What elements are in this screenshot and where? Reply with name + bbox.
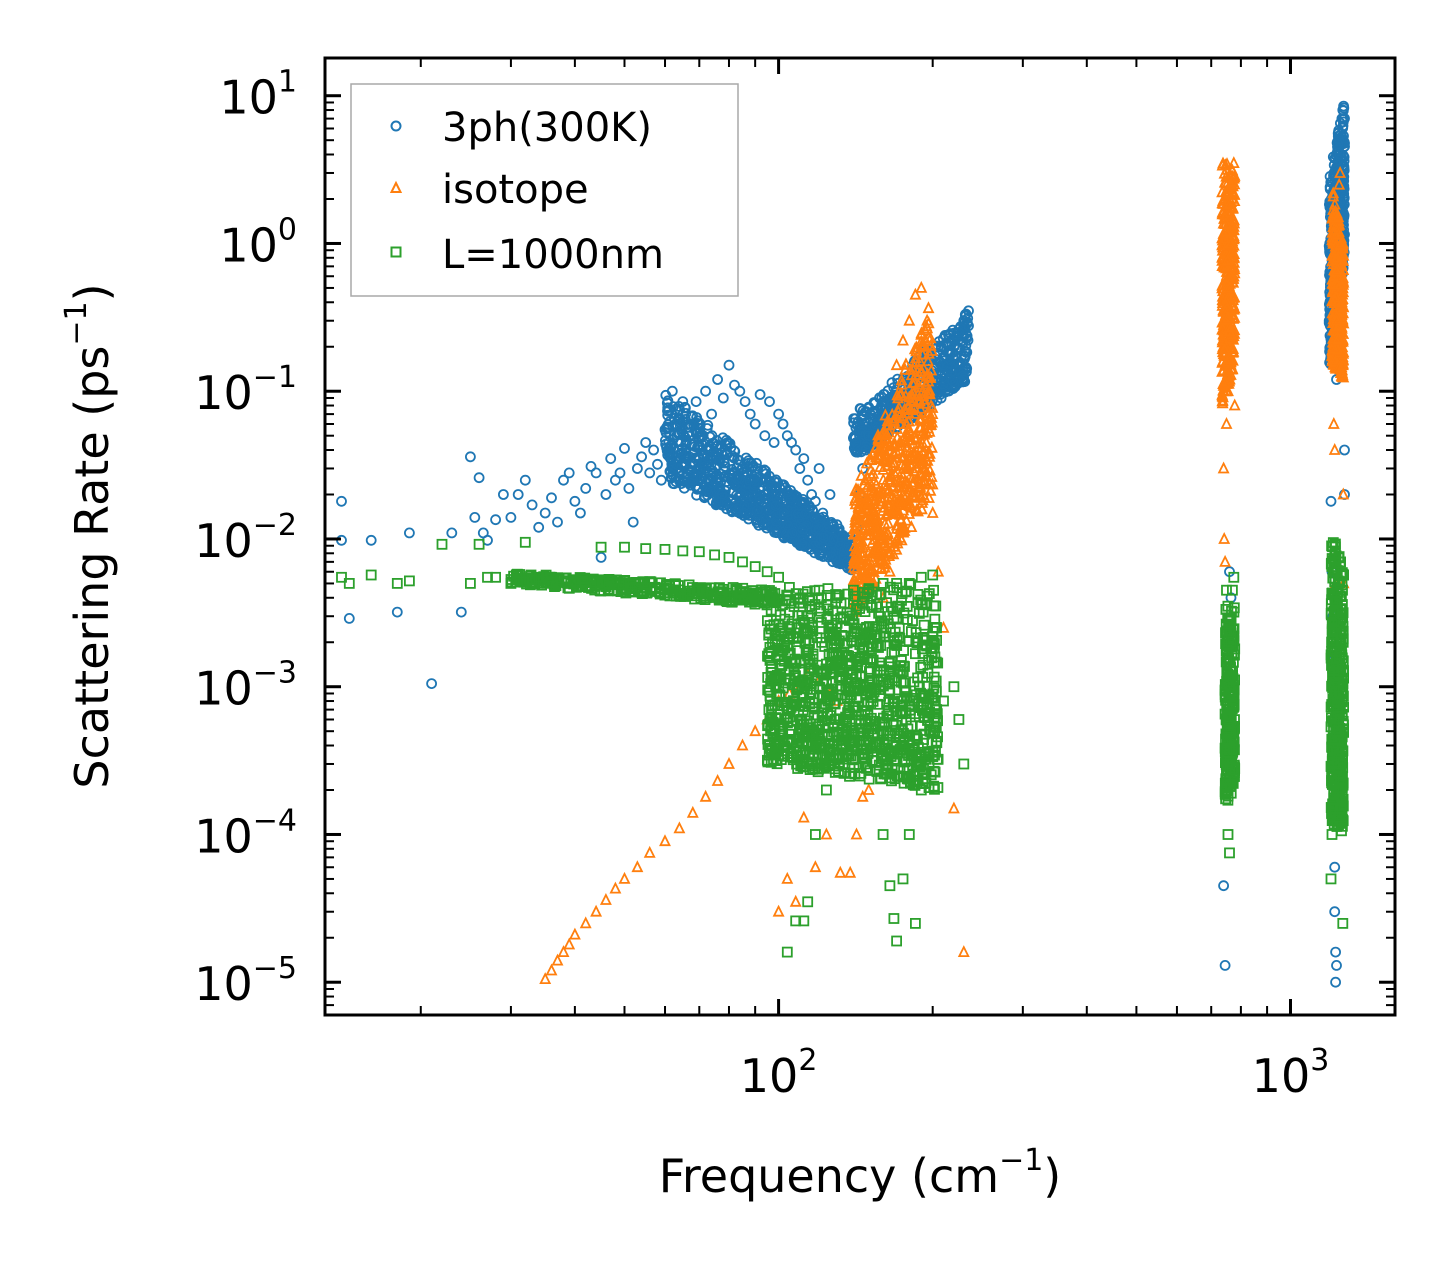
data-point-3ph	[797, 496, 809, 508]
data-point-3ph	[759, 489, 771, 501]
data-point-3ph	[795, 518, 807, 530]
data-point-3ph	[668, 478, 680, 490]
data-point-3ph	[691, 489, 702, 501]
data-point-3ph	[848, 430, 860, 442]
data-point-3ph	[684, 477, 696, 489]
data-point-3ph	[797, 523, 809, 535]
data-point-3ph	[717, 450, 729, 462]
data-point-3ph	[684, 460, 696, 472]
data-point-3ph	[662, 395, 674, 407]
data-point-3ph	[739, 500, 750, 512]
data-point-3ph	[733, 492, 745, 503]
data-point-3ph	[728, 452, 740, 464]
data-point-3ph	[791, 527, 803, 538]
data-point-3ph	[775, 489, 786, 501]
data-point-3ph	[743, 509, 755, 521]
data-point-3ph	[863, 401, 875, 413]
data-point-3ph	[803, 518, 814, 530]
data-point-3ph	[702, 451, 713, 463]
data-point-3ph	[716, 489, 728, 500]
data-point-3ph	[672, 428, 684, 439]
data-point-3ph	[809, 512, 820, 524]
data-point-3ph	[750, 469, 762, 481]
data-point-3ph	[958, 374, 969, 386]
data-point-3ph	[751, 514, 763, 525]
data-layer	[336, 100, 1350, 988]
data-point-3ph	[785, 492, 797, 504]
data-point-3ph	[937, 340, 949, 352]
data-point-3ph	[731, 473, 743, 485]
data-point-3ph	[764, 503, 775, 515]
data-point-3ph	[711, 440, 723, 452]
data-point-3ph	[696, 444, 708, 456]
data-point-3ph	[697, 439, 708, 451]
data-point-3ph	[746, 461, 758, 473]
data-point-3ph	[962, 334, 974, 346]
data-point-3ph	[719, 470, 730, 482]
data-point-3ph	[701, 483, 713, 495]
data-point-3ph	[761, 519, 773, 531]
data-point-3ph	[741, 461, 753, 473]
data-point-3ph	[850, 437, 862, 449]
data-point-3ph	[666, 462, 678, 474]
data-point-3ph	[947, 333, 958, 345]
data-point-3ph	[673, 416, 685, 428]
data-point-3ph	[782, 520, 794, 531]
data-point-3ph	[815, 549, 827, 561]
data-point-3ph	[786, 527, 798, 539]
data-point-3ph	[826, 551, 838, 563]
data-point-3ph	[679, 401, 691, 413]
data-point-3ph	[741, 490, 752, 502]
data-point-3ph	[722, 436, 734, 448]
data-point-3ph	[749, 479, 760, 491]
data-point-3ph	[674, 445, 685, 456]
data-point-3ph	[857, 405, 869, 417]
data-point-3ph	[799, 509, 811, 520]
data-point-3ph	[728, 445, 740, 457]
data-point-3ph	[718, 455, 730, 467]
data-point-3ph	[838, 546, 849, 557]
data-point-3ph	[796, 538, 808, 550]
data-point-3ph	[770, 516, 782, 527]
data-point-3ph	[797, 534, 808, 546]
data-point-3ph	[945, 373, 957, 385]
data-point-3ph	[856, 410, 868, 421]
data-point-3ph	[759, 464, 770, 476]
data-point-3ph	[713, 497, 724, 509]
data-point-3ph	[714, 455, 726, 467]
data-point-3ph	[765, 481, 777, 493]
data-point-3ph	[813, 523, 825, 535]
data-point-3ph	[689, 452, 701, 464]
data-point-3ph	[731, 506, 742, 518]
data-point-3ph	[667, 401, 679, 413]
data-point-3ph	[778, 507, 790, 519]
data-point-3ph	[685, 411, 697, 423]
data-point-3ph	[960, 339, 972, 351]
data-point-3ph	[792, 508, 804, 519]
data-point-3ph	[818, 532, 829, 544]
data-point-3ph	[662, 409, 674, 421]
data-point-3ph	[770, 500, 781, 512]
data-point-3ph	[704, 473, 716, 485]
